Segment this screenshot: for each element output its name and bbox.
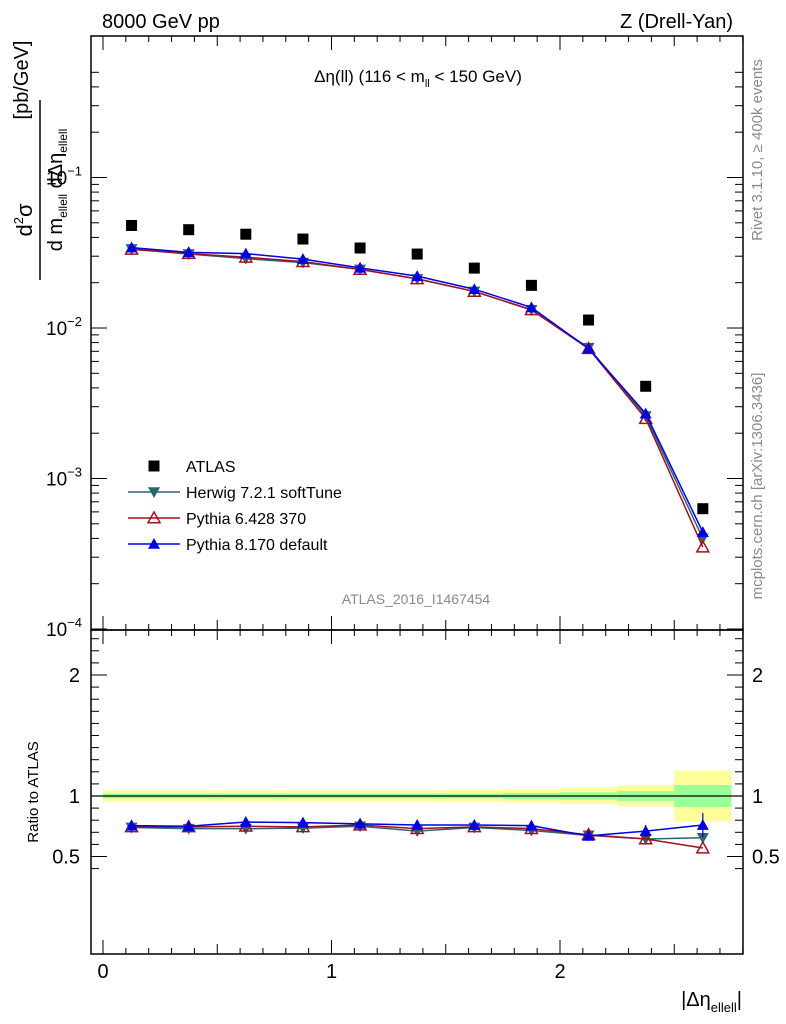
data-point-main (240, 228, 252, 240)
data-point-ratio (582, 829, 595, 841)
x-tick-label: 0 (97, 961, 108, 983)
legend-label: ATLAS (186, 459, 236, 476)
data-point-main (697, 503, 709, 515)
y-tick-label-main: 10−4 (46, 615, 82, 641)
legend-entry-pythia-6-428-370: Pythia 6.428 370 (128, 510, 306, 528)
data-point-main (354, 242, 366, 254)
y-tick-label-main: 10−1 (46, 164, 82, 190)
y-tick-label-main: 10−2 (46, 314, 82, 340)
data-point-main (696, 526, 709, 537)
data-point-main (126, 219, 138, 231)
legend: ATLAS Herwig 7.2.1 softTune Pythia 6.428 3… (128, 459, 342, 554)
y-tick-label-ratio: 0.5 (52, 847, 80, 869)
axes-layer: 0 1 2 10−1 10−2 10−3 10−4 0.5 0.5 1 1 2 2 (46, 36, 780, 983)
data-point-main (354, 261, 367, 273)
data-point-ratio (354, 817, 367, 829)
data-point-main (125, 241, 138, 253)
ratio-plot-frame (90, 629, 744, 955)
data-point-main (583, 314, 595, 326)
legend-marker (148, 487, 160, 498)
data-point-ratio (695, 840, 711, 854)
header-right: Z (Drell-Yan) (620, 11, 733, 33)
legend-marker (148, 538, 160, 549)
mcplots-label: mcplots.cern.ch [arXiv:1306.3436] (749, 373, 766, 600)
data-point-ratio (182, 820, 195, 832)
data-point-main (695, 539, 711, 553)
data-point-main (468, 262, 480, 274)
data-point-ratio (296, 816, 309, 828)
y-axis-unit: [pb/GeV] (11, 41, 33, 120)
header-left: 8000 GeV pp (102, 11, 220, 33)
data-point-main (297, 233, 309, 245)
series-layer (124, 219, 711, 854)
analysis-id: ATLAS_2016_I1467454 (342, 591, 491, 607)
data-point-main (640, 380, 652, 392)
series-line-main (131, 248, 704, 548)
data-point-main (296, 253, 309, 264)
data-point-ratio (525, 819, 538, 831)
rivet-label: Rivet 3.1.10, ≥ 400k events (749, 59, 766, 241)
data-point-ratio (125, 819, 138, 831)
data-point-ratio (696, 832, 709, 844)
x-tick-label: 2 (554, 961, 565, 983)
data-point-main (582, 342, 595, 354)
legend-label: Pythia 6.428 370 (186, 511, 306, 528)
data-point-main (183, 224, 195, 236)
series-atlas (126, 219, 709, 515)
data-point-main (525, 279, 537, 291)
data-point-main (639, 407, 652, 419)
y-tick-label-ratio-right: 2 (752, 665, 763, 687)
legend-marker (148, 460, 160, 472)
y-axis-label-ratio: Ratio to ATLAS (25, 741, 42, 842)
data-point-main (239, 247, 252, 259)
data-point-ratio (468, 819, 481, 830)
legend-marker (146, 510, 162, 524)
y-tick-label-ratio-right: 1 (752, 786, 763, 808)
legend-label: Pythia 8.170 default (186, 537, 328, 554)
data-point-main (411, 270, 424, 281)
data-point-ratio (239, 816, 252, 827)
x-tick-label: 1 (326, 961, 337, 983)
y-tick-label-ratio-right: 0.5 (752, 847, 780, 869)
data-point-ratio (696, 819, 709, 830)
data-point-main (182, 246, 195, 258)
data-point-main (525, 301, 538, 313)
legend-entry-atlas: ATLAS (148, 459, 236, 476)
y-tick-label-main: 10−3 (46, 465, 82, 491)
legend-entry-herwig-7-2-1-softtune: Herwig 7.2.1 softTune (128, 485, 342, 502)
legend-label: Herwig 7.2.1 softTune (186, 485, 342, 502)
data-point-ratio (638, 831, 653, 845)
numerator-glyphs: d2σ (11, 203, 37, 236)
y-tick-label-ratio: 2 (69, 665, 80, 687)
data-point-main (468, 283, 481, 295)
data-point-ratio (411, 819, 424, 830)
x-axis-label: |Δηellell| (681, 989, 742, 1015)
denominator-glyphs: d mellell dΔηellell (45, 129, 70, 252)
ratio-uncertainty-band (91, 770, 743, 822)
data-point-ratio (639, 825, 652, 836)
series-pythia-8-170-default (125, 241, 709, 841)
data-point-main (411, 248, 423, 260)
y-axis-label-main: d2σ d mellell dΔηellell [pb/GeV] (11, 41, 70, 280)
chart-title: Δη(ll) (116 < mll < 150 GeV) (314, 67, 522, 90)
y-tick-label-ratio: 1 (69, 786, 80, 808)
legend-entry-pythia-8-170-default: Pythia 8.170 default (128, 537, 328, 554)
